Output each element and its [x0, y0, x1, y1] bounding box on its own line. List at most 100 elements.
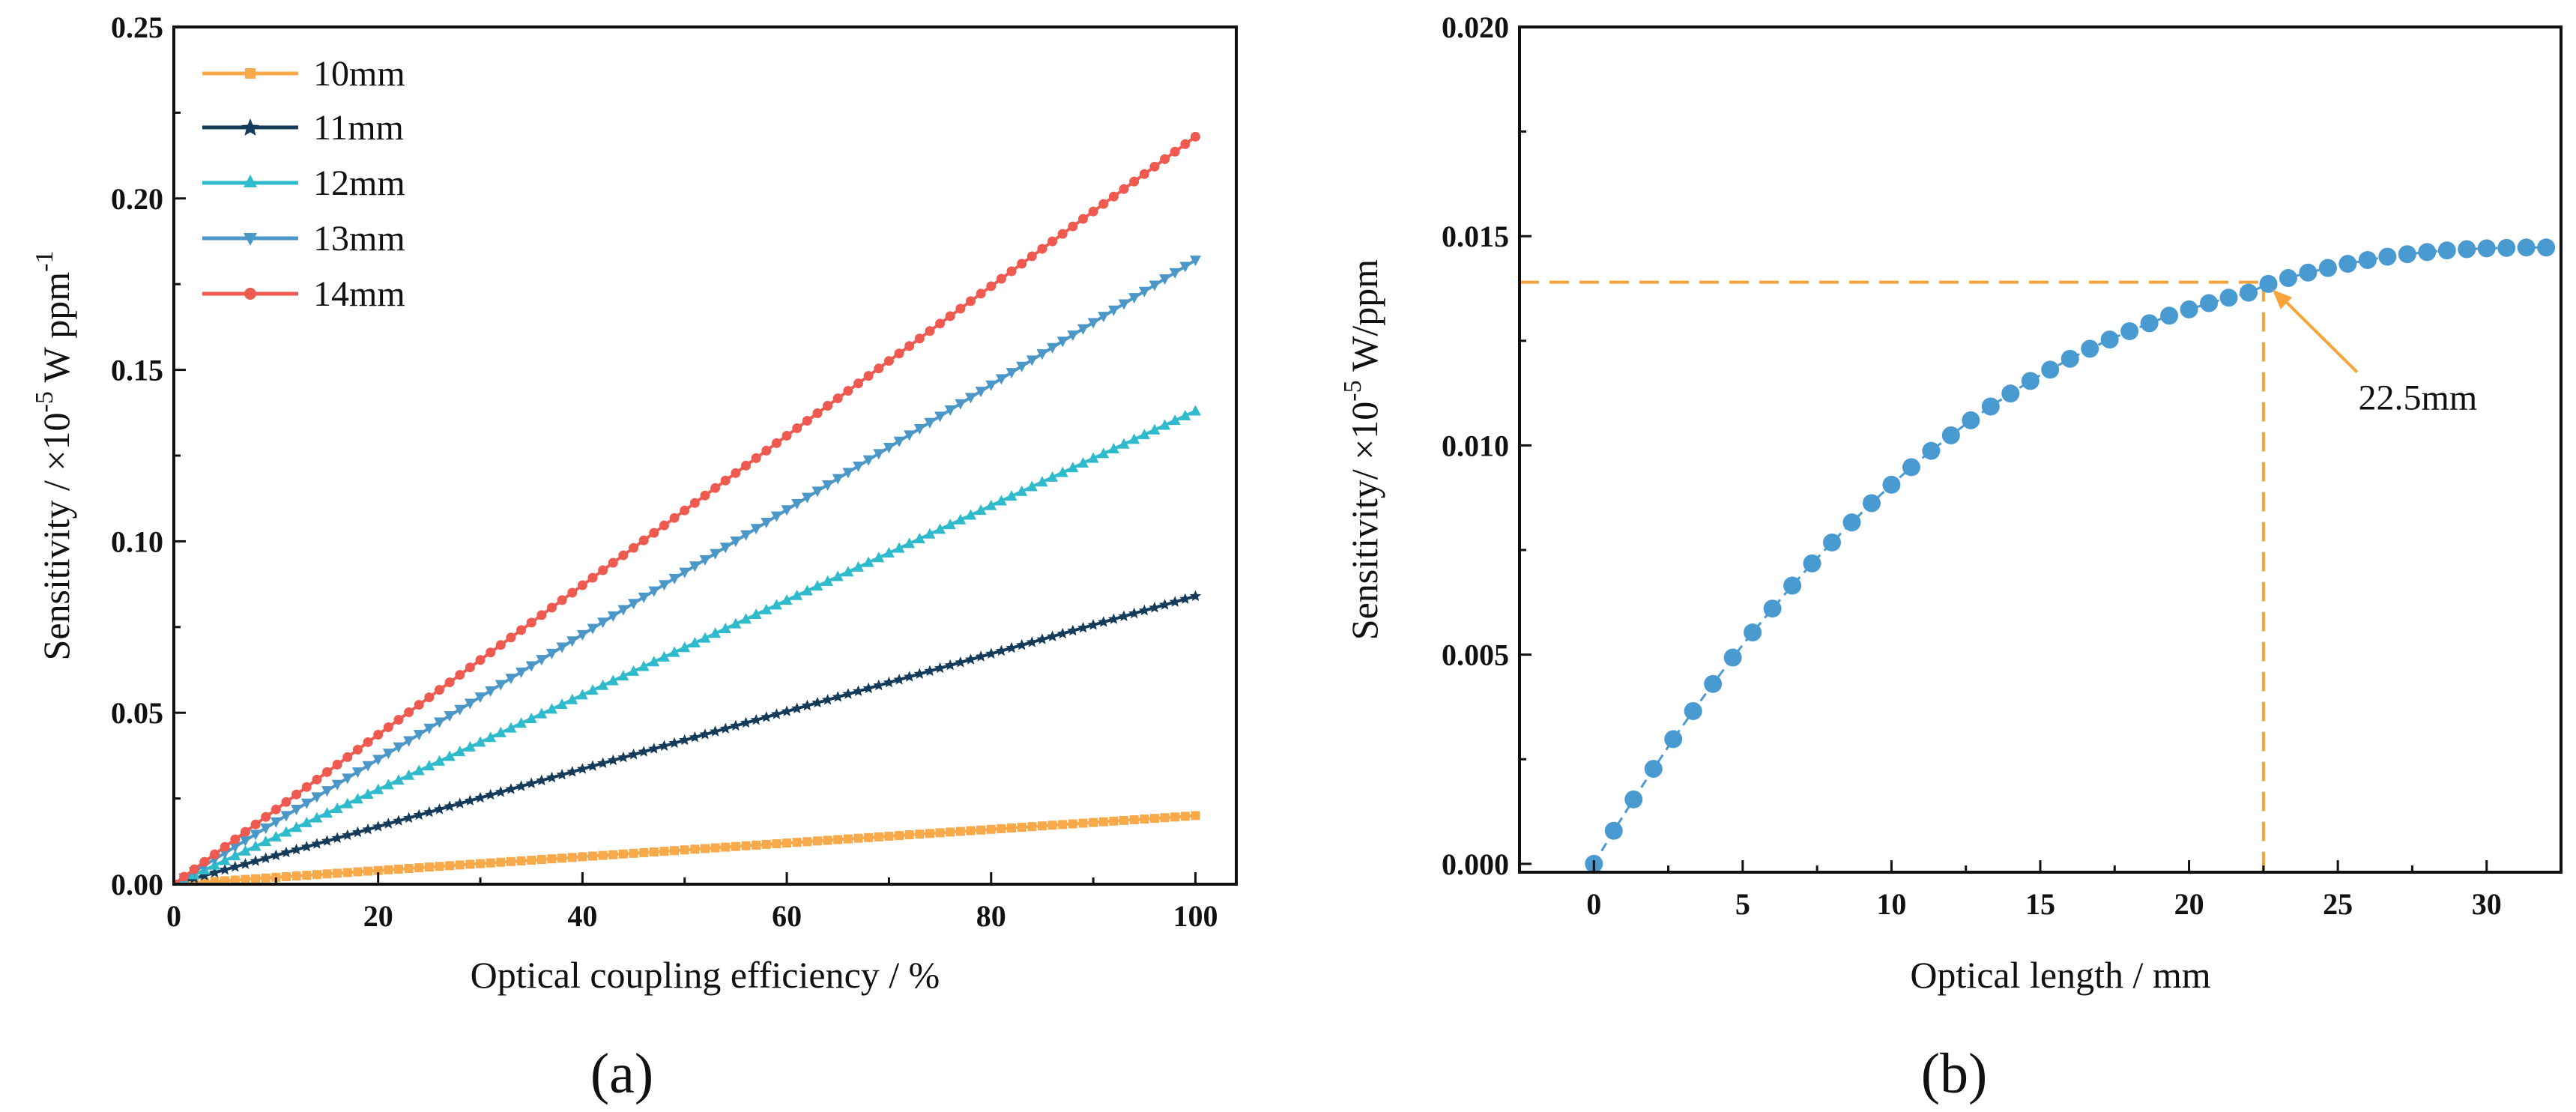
data-point [2061, 349, 2079, 368]
data-point-10mm [966, 826, 976, 835]
data-point-14mm [966, 296, 976, 306]
data-point-12mm [1149, 423, 1161, 435]
data-point-13mm [924, 417, 936, 429]
data-point-11mm [495, 786, 507, 797]
data-point-11mm [1189, 590, 1202, 602]
data-point-14mm [506, 632, 516, 643]
chart-b-x-axis-title: Optical length / mm [1910, 954, 2210, 996]
data-point-13mm [668, 573, 680, 584]
data-point [2318, 259, 2337, 277]
data-point-13mm [495, 680, 507, 691]
data-point-13mm [342, 773, 354, 785]
data-point-13mm [362, 761, 374, 772]
data-point-12mm [873, 552, 885, 563]
data-point-11mm [832, 691, 844, 702]
data-point-11mm [219, 863, 231, 875]
data-point-12mm [300, 816, 312, 827]
data-point-12mm [351, 793, 363, 804]
data-point-12mm [862, 556, 874, 567]
data-point-12mm [1107, 443, 1119, 454]
data-point-11mm [1128, 607, 1140, 619]
data-point-14mm [955, 303, 966, 314]
data-point-11mm [515, 780, 527, 791]
data-point-11mm [944, 659, 956, 671]
data-point-11mm [321, 835, 333, 846]
data-point-10mm [1180, 812, 1190, 821]
x-tick-label: 20 [363, 899, 393, 933]
data-point-12mm [1098, 447, 1110, 459]
data-point-10mm [435, 862, 444, 871]
data-point-13mm [1107, 305, 1119, 316]
data-point-11mm [904, 671, 916, 682]
data-point-13mm [822, 480, 834, 491]
data-point-12mm [229, 850, 241, 861]
data-point-11mm [1016, 639, 1028, 650]
data-point-14mm [802, 416, 812, 426]
data-point-12mm [710, 627, 722, 638]
data-point-10mm [670, 846, 680, 856]
data-point [1862, 494, 1881, 513]
series-11mm [174, 590, 1202, 884]
data-point-13mm [505, 674, 517, 685]
data-point-10mm [1140, 815, 1149, 824]
annotation-label-22.5mm: 22.5mm [2359, 378, 2478, 418]
data-point-10mm [853, 833, 863, 843]
data-point-14mm [587, 572, 598, 583]
data-point-10mm [690, 844, 700, 854]
data-point-11mm [199, 869, 211, 880]
data-point-11mm [587, 760, 599, 771]
data-point-10mm [445, 861, 455, 871]
data-point-10mm [823, 835, 832, 845]
data-point-12mm [832, 570, 844, 581]
data-point-14mm [179, 871, 190, 882]
chart-a-x-axis-title: Optical coupling efficiency / % [471, 954, 940, 996]
data-point-13mm [638, 592, 650, 603]
data-point-14mm [710, 483, 721, 493]
data-point-14mm [240, 827, 250, 837]
data-point-12mm [1006, 490, 1018, 501]
data-point-10mm [230, 875, 240, 884]
data-point-12mm [587, 684, 599, 695]
data-point-14mm [455, 670, 465, 680]
data-point-12mm [648, 656, 660, 667]
data-point-14mm [874, 363, 884, 374]
data-point [1664, 730, 1683, 749]
data-point [2299, 263, 2318, 282]
x-tick-label: 0 [1586, 887, 1601, 921]
data-point-14mm [1027, 251, 1037, 262]
data-point [1842, 513, 1861, 532]
data-point-11mm [689, 731, 701, 743]
data-point-11mm [617, 751, 629, 763]
data-point-11mm [1158, 599, 1171, 610]
data-point [1644, 760, 1663, 779]
data-point-13mm [985, 380, 997, 391]
data-point-12mm [699, 632, 711, 643]
series-10mm [174, 811, 1200, 884]
data-point-14mm [210, 849, 220, 859]
data-point-13mm [1036, 349, 1048, 360]
data-point-12mm [219, 854, 231, 865]
data-point-13mm [1128, 293, 1140, 304]
data-point-12mm [495, 726, 507, 737]
data-point-14mm [342, 752, 353, 762]
data-point-11mm [1107, 613, 1119, 624]
data-point-14mm [669, 513, 680, 523]
data-point-13mm [536, 655, 548, 666]
data-point-12mm [607, 674, 619, 686]
data-point-13mm [485, 686, 497, 697]
data-point-11mm [208, 866, 221, 878]
data-point-13mm [770, 511, 782, 522]
data-point-13mm [413, 730, 425, 741]
data-point-10mm [496, 857, 506, 867]
data-point-11mm [1026, 636, 1038, 647]
data-point-12mm [1087, 452, 1099, 463]
data-point-12mm [617, 670, 629, 681]
data-point [1962, 411, 1980, 429]
data-point-10mm [629, 848, 638, 858]
data-point-10mm [792, 838, 802, 847]
data-point-11mm [1006, 641, 1018, 653]
data-point-14mm [261, 812, 271, 822]
data-point-14mm [1108, 191, 1119, 202]
data-point [1922, 441, 1941, 460]
data-point-12mm [239, 844, 251, 856]
